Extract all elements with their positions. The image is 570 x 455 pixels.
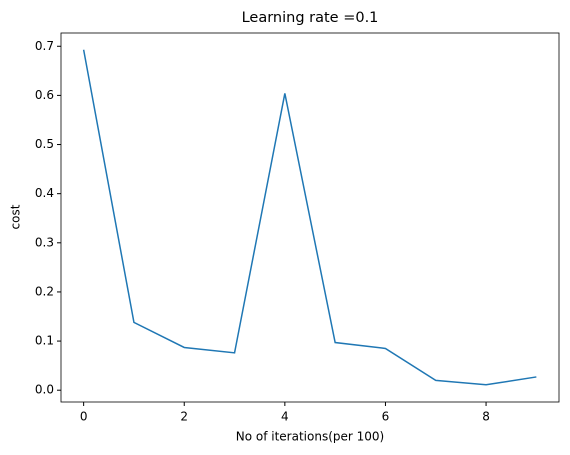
x-tick-label: 0 [80,410,88,424]
chart-title: Learning rate =0.1 [242,10,379,26]
y-tick-label: 0.1 [35,334,54,348]
x-tick-label: 2 [180,410,188,424]
plot-frame [60,32,560,403]
data-line [82,49,537,386]
x-tick-label: 6 [382,410,390,424]
y-tick-label: 0.0 [35,383,54,397]
y-axis-label: cost [9,204,23,229]
y-tick-label: 0.6 [35,88,54,102]
y-tick-label: 0.4 [35,186,54,200]
y-tick-label: 0.5 [35,137,54,151]
y-tick-label: 0.2 [35,284,54,298]
x-tick-label: 8 [482,410,490,424]
y-tick-label: 0.3 [35,235,54,249]
x-tick-label: 4 [281,410,289,424]
y-tick-label: 0.7 [35,39,54,53]
x-axis-label: No of iterations(per 100) [236,430,384,444]
